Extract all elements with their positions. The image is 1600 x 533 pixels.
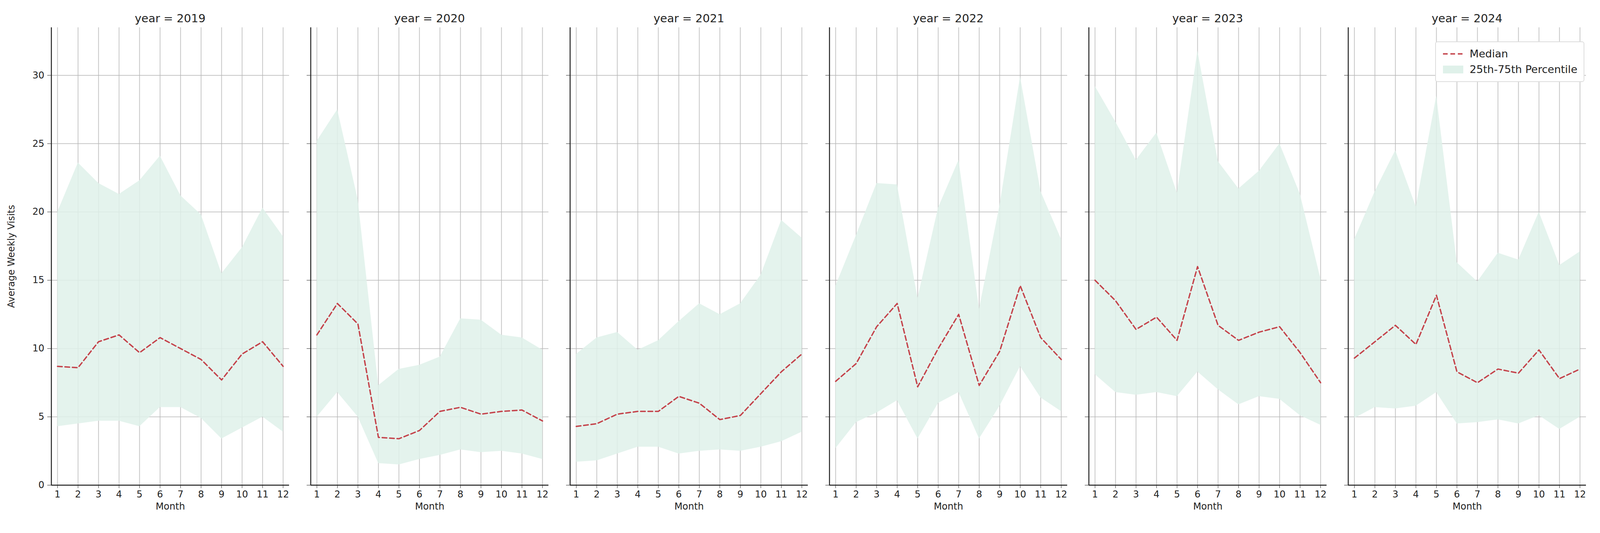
svg-text:6: 6 [675, 489, 682, 500]
svg-text:12: 12 [1573, 489, 1586, 500]
svg-text:Month: Month [414, 501, 445, 513]
svg-text:10: 10 [32, 342, 45, 354]
svg-text:3: 3 [1392, 489, 1399, 500]
svg-text:5: 5 [655, 489, 662, 500]
svg-text:10: 10 [495, 489, 508, 500]
svg-text:15: 15 [32, 274, 45, 286]
svg-text:7: 7 [696, 489, 703, 500]
svg-text:3: 3 [873, 489, 880, 500]
html-text:year = 2019: year = 2019 [134, 11, 206, 25]
svg-text:10: 10 [1273, 489, 1286, 500]
svg-text:2: 2 [1371, 489, 1378, 500]
svg-text:7: 7 [955, 489, 962, 500]
svg-text:9: 9 [218, 489, 225, 500]
svg-text:5: 5 [396, 489, 402, 500]
svg-text:9: 9 [737, 489, 744, 500]
svg-text:1: 1 [54, 489, 61, 500]
svg-text:3: 3 [95, 489, 102, 500]
svg-text:2: 2 [593, 489, 600, 500]
svg-text:Month: Month [1452, 501, 1482, 513]
svg-text:12: 12 [536, 489, 549, 500]
svg-text:4: 4 [1153, 489, 1160, 500]
svg-text:1: 1 [1092, 489, 1099, 500]
svg-text:4: 4 [375, 489, 382, 500]
svg-text:12: 12 [795, 489, 808, 500]
svg-text:5: 5 [914, 489, 921, 500]
svg-text:2: 2 [1112, 489, 1119, 500]
html-text:year = 2020: year = 2020 [394, 11, 465, 25]
svg-text:7: 7 [1215, 489, 1222, 500]
svg-text:10: 10 [235, 489, 249, 500]
svg-text:5: 5 [1174, 489, 1181, 500]
html-text:Median: Median [1469, 47, 1509, 60]
svg-text:6: 6 [1194, 489, 1201, 500]
svg-text:10: 10 [1014, 489, 1027, 500]
svg-text:7: 7 [437, 489, 443, 500]
svg-text:8: 8 [1235, 489, 1242, 500]
html-text:year = 2024: year = 2024 [1431, 11, 1503, 25]
svg-text:5: 5 [136, 489, 143, 500]
svg-text:4: 4 [894, 489, 900, 500]
svg-text:12: 12 [276, 489, 290, 500]
svg-text:2: 2 [853, 489, 859, 500]
svg-text:Month: Month [155, 501, 185, 513]
svg-text:Average Weekly Visits: Average Weekly Visits [5, 204, 17, 308]
svg-text:30: 30 [32, 69, 45, 81]
svg-text:11: 11 [256, 489, 269, 500]
svg-text:Month: Month [674, 501, 704, 513]
svg-text:1: 1 [832, 489, 839, 500]
svg-text:9: 9 [996, 489, 1003, 500]
html-text:25th-75th Percentile: 25th-75th Percentile [1469, 63, 1578, 76]
svg-text:9: 9 [1256, 489, 1263, 500]
svg-text:1: 1 [573, 489, 580, 500]
html-text:year = 2022: year = 2022 [912, 11, 984, 25]
svg-text:11: 11 [1553, 489, 1566, 500]
svg-text:10: 10 [754, 489, 767, 500]
svg-text:2: 2 [334, 489, 341, 500]
svg-text:8: 8 [457, 489, 464, 500]
svg-text:8: 8 [198, 489, 204, 500]
svg-text:5: 5 [1433, 489, 1440, 500]
svg-text:0: 0 [38, 479, 45, 491]
svg-text:6: 6 [1453, 489, 1460, 500]
svg-text:6: 6 [416, 489, 423, 500]
svg-text:9: 9 [478, 489, 484, 500]
svg-text:4: 4 [116, 489, 122, 500]
svg-text:1: 1 [314, 489, 320, 500]
svg-text:10: 10 [1532, 489, 1545, 500]
svg-text:11: 11 [516, 489, 529, 500]
svg-text:6: 6 [157, 489, 163, 500]
svg-text:8: 8 [976, 489, 983, 500]
svg-text:8: 8 [716, 489, 723, 500]
svg-text:4: 4 [634, 489, 641, 500]
svg-text:8: 8 [1494, 489, 1501, 500]
html-text:year = 2021: year = 2021 [653, 11, 725, 25]
svg-text:7: 7 [177, 489, 184, 500]
svg-text:7: 7 [1474, 489, 1481, 500]
svg-text:1: 1 [1351, 489, 1358, 500]
svg-text:3: 3 [614, 489, 621, 500]
svg-text:5: 5 [38, 411, 45, 423]
svg-text:Month: Month [933, 501, 963, 513]
svg-text:25: 25 [32, 138, 45, 150]
svg-text:11: 11 [775, 489, 788, 500]
svg-text:4: 4 [1412, 489, 1419, 500]
html-text:year = 2023: year = 2023 [1172, 11, 1244, 25]
svg-text:20: 20 [32, 206, 45, 218]
svg-text:2: 2 [75, 489, 81, 500]
svg-text:Month: Month [1192, 501, 1223, 513]
svg-text:12: 12 [1055, 489, 1068, 500]
svg-text:11: 11 [1034, 489, 1047, 500]
svg-text:12: 12 [1314, 489, 1327, 500]
svg-text:6: 6 [935, 489, 942, 500]
svg-text:11: 11 [1294, 489, 1307, 500]
svg-text:3: 3 [1133, 489, 1140, 500]
svg-text:9: 9 [1515, 489, 1522, 500]
svg-text:3: 3 [355, 489, 361, 500]
